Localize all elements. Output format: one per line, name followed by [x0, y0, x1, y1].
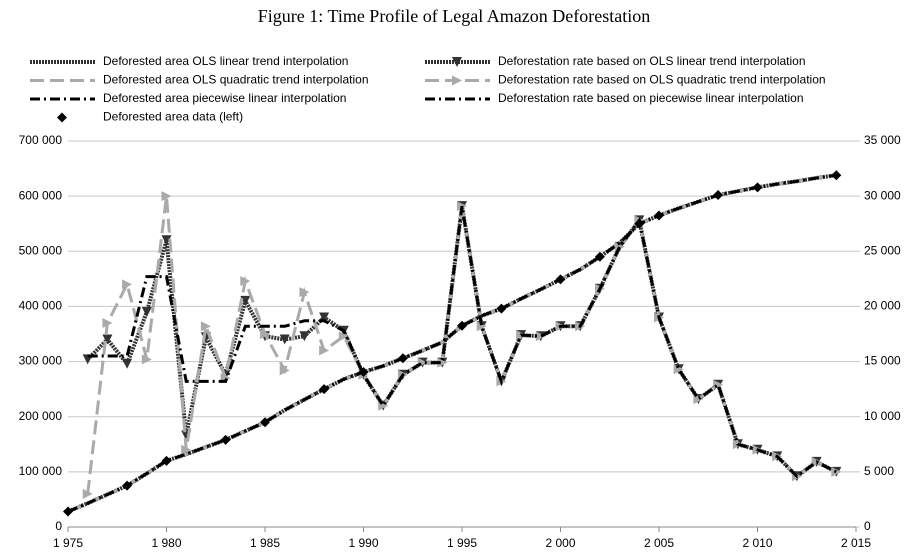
marker [654, 210, 664, 221]
y2-tick-label: 5 000 [864, 464, 894, 478]
y2-tick-label: 20 000 [864, 299, 901, 313]
x-tick-label: 2 010 [742, 536, 772, 550]
x-tick-label: 1 975 [53, 536, 83, 550]
marker [594, 251, 605, 262]
marker [102, 334, 113, 345]
marker [319, 345, 330, 356]
x-tick-label: 2 000 [545, 536, 575, 550]
x-tick-label: 1 990 [348, 536, 378, 550]
marker [437, 357, 448, 368]
x-tick-label: 1 980 [151, 536, 181, 550]
marker [181, 444, 192, 455]
marker [122, 358, 133, 369]
marker [122, 279, 133, 290]
marker [358, 367, 369, 378]
series-line [86, 205, 838, 479]
marker [476, 321, 487, 332]
marker [220, 434, 231, 445]
legend-label: Deforestation rate based on OLS quadrati… [498, 73, 826, 87]
marker [634, 218, 645, 229]
legend-label: Deforestation rate based on OLS linear t… [498, 54, 806, 68]
marker [122, 480, 133, 491]
y-tick-label: 100 000 [19, 464, 63, 478]
marker [752, 182, 763, 193]
y2-tick-label: 25 000 [864, 243, 901, 257]
marker [457, 320, 467, 331]
y2-tick-label: 30 000 [864, 188, 901, 202]
y-tick-label: 600 000 [19, 188, 63, 202]
marker [260, 329, 270, 339]
marker [141, 306, 152, 317]
y-tick-label: 0 [55, 519, 62, 533]
marker [260, 417, 270, 428]
y-tick-label: 400 000 [19, 299, 63, 313]
x-tick-label: 1 985 [250, 536, 280, 550]
marker [102, 317, 113, 328]
legend-label: Deforestation rate based on piecewise li… [498, 91, 804, 105]
y2-tick-label: 35 000 [864, 133, 901, 147]
marker [299, 287, 310, 298]
marker [319, 384, 330, 395]
legend-label: Deforested area piecewise linear interpo… [103, 91, 346, 105]
y2-tick-label: 10 000 [864, 409, 901, 423]
y2-tick-label: 15 000 [864, 354, 901, 368]
marker [397, 353, 408, 364]
marker [299, 331, 310, 342]
marker [338, 331, 349, 342]
series-line [67, 173, 837, 513]
series-line [67, 173, 837, 513]
marker [319, 312, 330, 323]
marker [161, 235, 172, 246]
marker [63, 506, 73, 517]
marker [279, 334, 290, 345]
y-tick-label: 700 000 [19, 133, 63, 147]
legend-label: Deforested area OLS quadratic trend inte… [103, 73, 369, 87]
marker [141, 354, 152, 365]
x-tick-label: 1 995 [447, 536, 477, 550]
marker [161, 191, 172, 202]
marker [831, 170, 842, 181]
marker [161, 455, 172, 466]
x-tick-label: 2 015 [841, 536, 871, 550]
marker [555, 274, 566, 285]
series-line [87, 205, 837, 479]
legend-label: Deforested area OLS linear trend interpo… [103, 54, 348, 68]
marker [57, 112, 67, 123]
marker [240, 276, 251, 287]
marker [279, 365, 290, 376]
marker [200, 321, 211, 332]
x-tick-label: 2 005 [644, 536, 674, 550]
y-tick-label: 200 000 [19, 409, 63, 423]
marker [496, 303, 507, 314]
chart-title: Figure 1: Time Profile of Legal Amazon D… [258, 6, 650, 26]
marker [452, 57, 462, 67]
marker [535, 331, 546, 342]
legend-label: Deforested area data (left) [103, 110, 243, 124]
marker [713, 190, 724, 201]
marker [831, 466, 842, 477]
marker [452, 75, 462, 86]
series-line [67, 173, 837, 514]
y-tick-label: 300 000 [19, 354, 63, 368]
y2-tick-label: 0 [864, 519, 871, 533]
y-tick-label: 500 000 [19, 243, 63, 257]
marker [82, 488, 93, 499]
